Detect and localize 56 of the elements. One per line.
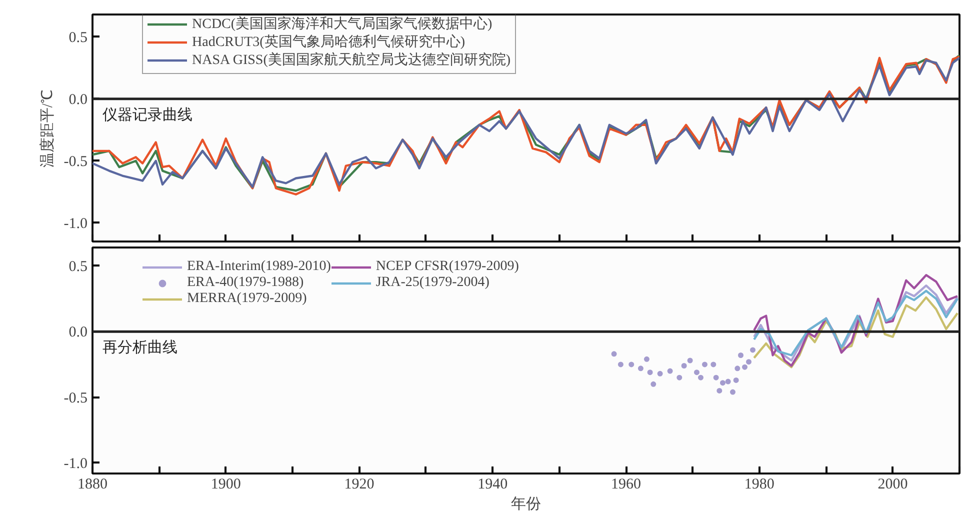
- line-series: [752, 296, 959, 368]
- point: [681, 363, 687, 368]
- point: [746, 359, 752, 365]
- y-tick-label: -1.0: [64, 456, 88, 472]
- legend-label: NASA GISS(美国国家航天航空局戈达德空间研究院): [192, 51, 511, 69]
- point: [734, 366, 740, 372]
- point: [667, 368, 673, 374]
- point: [710, 362, 716, 368]
- point: [694, 370, 700, 376]
- point: [716, 388, 722, 394]
- annotation: 仪器记录曲线: [102, 106, 193, 124]
- point: [638, 366, 644, 372]
- point: [738, 352, 744, 358]
- point: [733, 377, 739, 383]
- point: [713, 374, 719, 380]
- legend-label: NCDC(美国国家海洋和大气局国家气候数据中心): [192, 15, 492, 33]
- point: [730, 389, 736, 395]
- legend-label: ERA-Interim(1989-2010): [187, 259, 331, 275]
- y-tick-label: -1.0: [64, 216, 88, 232]
- point: [611, 351, 617, 357]
- point: [618, 362, 624, 368]
- point: [725, 378, 731, 384]
- line-series: [752, 274, 959, 367]
- y-axis-title: 温度距平/℃: [38, 89, 56, 168]
- legend-label: MERRA(1979-2009): [187, 291, 307, 307]
- x-tick-label: 1900: [210, 476, 241, 492]
- point: [687, 358, 693, 364]
- y-tick-label: 0.5: [68, 30, 88, 46]
- point: [647, 370, 653, 376]
- y-tick-label: 0.0: [68, 324, 88, 341]
- legend-label: JRA-25(1979-2004): [376, 275, 490, 291]
- legend-label: NCEP CFSR(1979-2009): [376, 259, 519, 275]
- y-tick-label: -0.5: [64, 154, 88, 170]
- y-tick-label: 0.5: [68, 258, 88, 275]
- x-tick-label: 1980: [744, 476, 774, 492]
- legend-label: HadCRUT3(英国气象局哈德利气候研究中心): [192, 33, 465, 51]
- y-tick-label: -0.5: [64, 390, 88, 406]
- point: [750, 347, 756, 353]
- x-tick-label: 1880: [78, 476, 108, 492]
- point: [644, 356, 650, 362]
- point: [628, 362, 634, 368]
- point: [657, 370, 663, 376]
- x-axis-title: 年份: [511, 496, 541, 512]
- point: [720, 380, 726, 386]
- annotation: 再分析曲线: [102, 338, 178, 356]
- point: [702, 362, 708, 368]
- point: [676, 374, 682, 380]
- x-tick-label: 1960: [611, 476, 642, 492]
- x-tick-label: 1920: [344, 476, 374, 492]
- point: [650, 381, 656, 387]
- point: [742, 364, 748, 370]
- y-tick-label: 0.0: [68, 92, 88, 108]
- x-tick-label: 2000: [878, 476, 908, 492]
- x-tick-label: 1940: [478, 476, 508, 492]
- point: [698, 374, 704, 380]
- legend-label: ERA-40(1979-1988): [187, 275, 304, 291]
